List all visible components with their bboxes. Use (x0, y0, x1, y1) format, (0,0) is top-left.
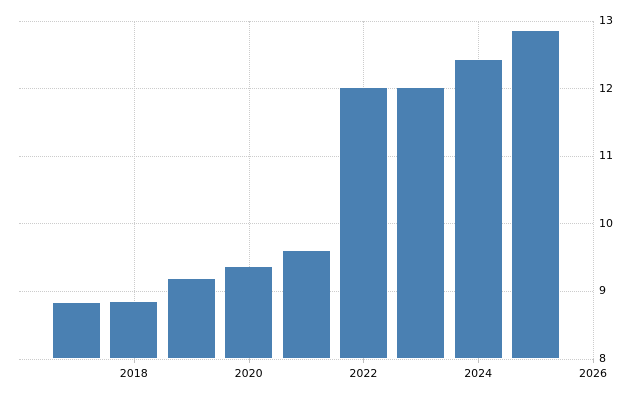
x-gridline (133, 20, 135, 359)
y-gridline (19, 20, 593, 22)
x-gridline (248, 20, 250, 359)
bar[interactable] (339, 88, 387, 359)
x-axis-label: 2018 (119, 366, 148, 380)
x-axis-tick (593, 358, 594, 363)
bar[interactable] (167, 279, 215, 359)
y-gridline (19, 155, 593, 157)
bar[interactable] (397, 88, 445, 359)
bar[interactable] (454, 59, 502, 359)
y-axis-label: 12 (599, 81, 613, 95)
x-axis-label: 2022 (349, 366, 378, 380)
bar[interactable] (52, 303, 100, 359)
x-axis-label: 2020 (234, 366, 263, 380)
x-axis-tick (363, 358, 365, 363)
y-axis-label: 9 (599, 284, 606, 298)
bar[interactable] (282, 251, 330, 359)
y-axis-label: 13 (599, 14, 613, 27)
bar[interactable] (512, 31, 560, 359)
y-axis-label: 10 (599, 216, 613, 230)
x-gridline (593, 20, 594, 359)
y-axis-label: 8 (599, 352, 606, 365)
x-axis-label: 2024 (464, 366, 493, 380)
x-axis-tick (478, 358, 480, 363)
x-axis-tick (133, 358, 135, 363)
x-axis-tick (248, 358, 250, 363)
y-gridline (19, 358, 593, 360)
bar[interactable] (110, 302, 158, 359)
y-gridline (19, 88, 593, 90)
y-gridline (19, 223, 593, 225)
x-axis-label: 2026 (579, 366, 607, 380)
y-axis-label: 11 (599, 149, 613, 163)
bar[interactable] (225, 267, 273, 359)
